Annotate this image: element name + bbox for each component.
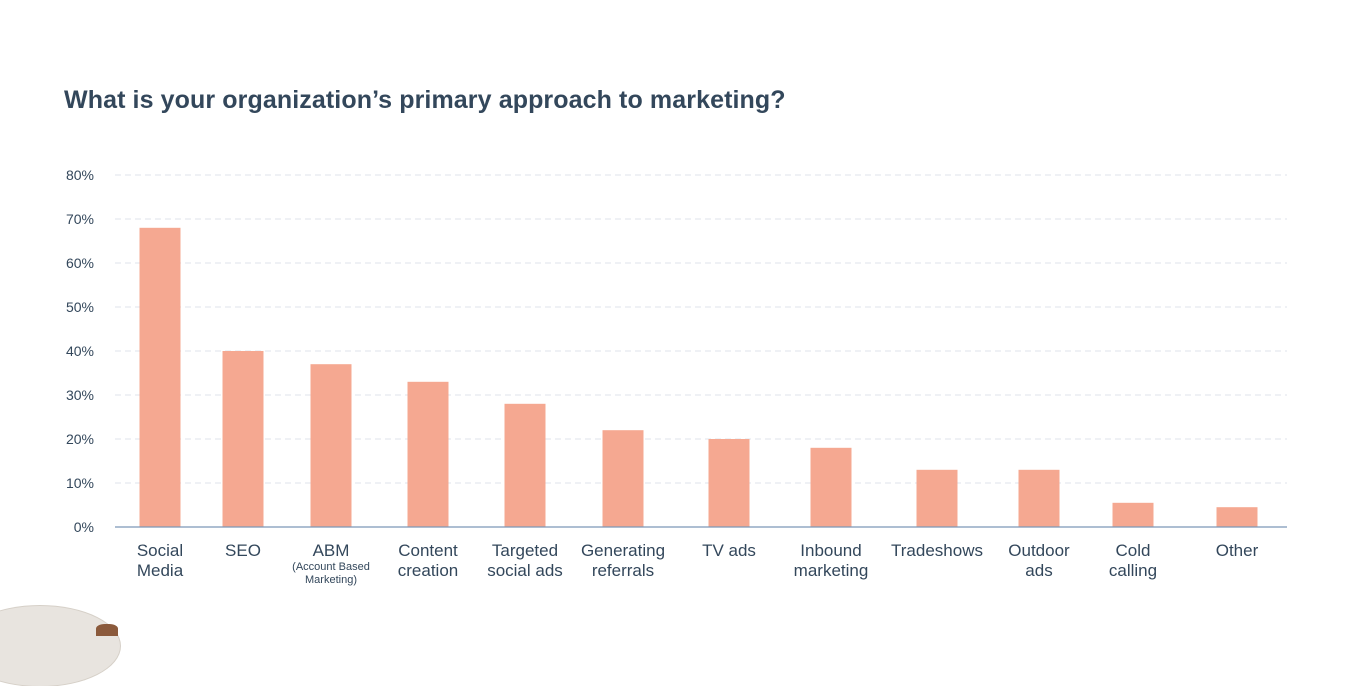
bar	[310, 364, 352, 527]
x-category-label: referrals	[592, 561, 654, 580]
decorative-accent	[96, 624, 118, 636]
y-tick-label: 40%	[66, 343, 94, 359]
y-tick-label: 30%	[66, 387, 94, 403]
y-tick-label: 20%	[66, 431, 94, 447]
y-axis-ticks: 0% 10% 20% 30% 40% 50% 60% 70% 80%	[66, 167, 94, 535]
x-category-label: calling	[1109, 561, 1157, 580]
x-category-label: Media	[137, 561, 184, 580]
bar	[504, 403, 546, 527]
y-tick-label: 70%	[66, 211, 94, 227]
bar	[810, 447, 852, 527]
x-category-label: Generating	[581, 541, 665, 560]
x-category-label: Social	[137, 541, 183, 560]
bar	[602, 430, 644, 527]
chart-title: What is your organization’s primary appr…	[64, 86, 786, 114]
y-tick-label: 50%	[66, 299, 94, 315]
x-category-label: SEO	[225, 541, 261, 560]
y-tick-label: 0%	[74, 519, 94, 535]
x-category-label: TV ads	[702, 541, 756, 560]
x-category-label: marketing	[794, 561, 869, 580]
x-category-label: Inbound	[800, 541, 861, 560]
x-category-label: Cold	[1116, 541, 1151, 560]
bar	[1216, 507, 1258, 527]
x-category-sublabel: Marketing)	[305, 574, 357, 586]
x-category-label: Outdoor	[1008, 541, 1070, 560]
bar	[1112, 502, 1154, 527]
grid-lines	[115, 174, 1287, 484]
y-tick-label: 10%	[66, 475, 94, 491]
x-category-label: creation	[398, 561, 458, 580]
y-tick-label: 80%	[66, 167, 94, 183]
bar	[708, 439, 750, 527]
x-category-label: social ads	[487, 561, 563, 580]
bar	[139, 227, 181, 528]
x-category-label: Targeted	[492, 541, 558, 560]
bars	[139, 227, 1258, 528]
bar	[222, 351, 264, 527]
bar	[916, 469, 958, 527]
bar	[1018, 469, 1060, 527]
x-category-sublabel: (Account Based	[292, 561, 370, 573]
x-category-label: Content	[398, 541, 458, 560]
x-category-label: ads	[1025, 561, 1052, 580]
x-category-label: ABM	[313, 541, 350, 560]
bar	[407, 381, 449, 527]
x-category-label: Tradeshows	[891, 541, 983, 560]
x-category-label: Other	[1216, 541, 1259, 560]
y-tick-label: 60%	[66, 255, 94, 271]
